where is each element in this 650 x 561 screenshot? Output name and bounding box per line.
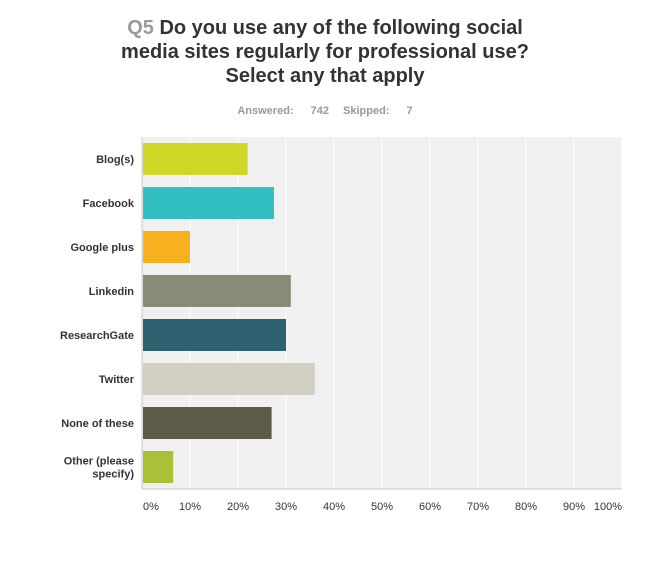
x-tick-label: 40% xyxy=(323,501,345,513)
category-label: ResearchGate xyxy=(60,330,134,342)
bar xyxy=(143,231,190,263)
answered-count: 742 xyxy=(310,105,330,117)
category-label: Facebook xyxy=(83,198,135,210)
response-stats: Answered: 742 Skipped: 7 xyxy=(0,105,650,117)
answered-label: Answered: xyxy=(237,105,294,117)
answered-stat: Answered: 742 xyxy=(237,105,329,117)
category-label: Twitter xyxy=(99,374,135,386)
skipped-count: 7 xyxy=(406,105,413,117)
x-tick-label: 0% xyxy=(143,501,159,513)
x-tick-label: 80% xyxy=(515,501,537,513)
question-number: Q5 xyxy=(127,17,154,39)
bar xyxy=(143,407,272,439)
question-title-line-1: Q5 Do you use any of the following socia… xyxy=(0,16,650,40)
category-label: Linkedin xyxy=(89,286,135,298)
bar xyxy=(143,143,248,175)
question-text-line-1: Do you use any of the following social xyxy=(159,17,523,39)
skipped-label: Skipped: xyxy=(343,105,390,117)
bar xyxy=(143,187,274,219)
x-tick-label: 20% xyxy=(227,501,249,513)
x-tick-label: 100% xyxy=(594,501,622,513)
question-title: Q5 Do you use any of the following socia… xyxy=(0,16,650,88)
question-text-line-3: Select any that apply xyxy=(225,65,425,87)
skipped-stat: Skipped: 7 xyxy=(343,105,413,117)
question-text-line-2: media sites regularly for professional u… xyxy=(121,41,529,63)
category-label: None of these xyxy=(61,418,134,430)
bar xyxy=(143,451,174,483)
bar xyxy=(143,319,286,351)
bar xyxy=(143,363,315,395)
x-tick-label: 30% xyxy=(275,501,297,513)
category-label: Google plus xyxy=(70,242,134,254)
x-tick-label: 50% xyxy=(371,501,393,513)
x-tick-label: 70% xyxy=(467,501,489,513)
x-tick-label: 10% xyxy=(179,501,201,513)
category-label: Other (please xyxy=(64,456,134,468)
x-tick-label: 90% xyxy=(563,501,585,513)
category-label: Blog(s) xyxy=(96,154,134,166)
bar xyxy=(143,275,291,307)
x-tick-label: 60% xyxy=(419,501,441,513)
category-label: specify) xyxy=(92,469,134,481)
